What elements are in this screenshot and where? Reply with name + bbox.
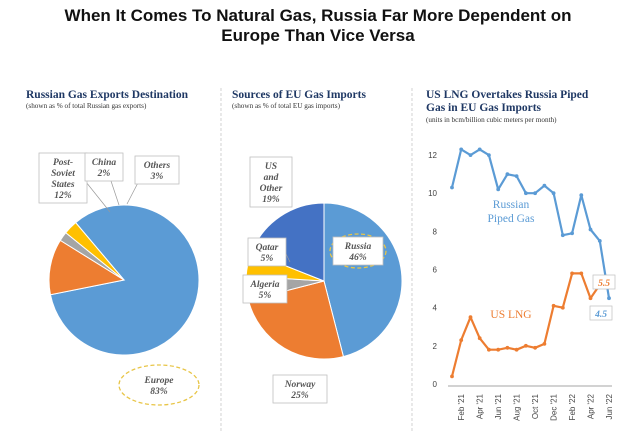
main-title: When It Comes To Natural Gas, Russia Far… <box>0 6 636 46</box>
y-tick-6: 6 <box>433 266 438 275</box>
point-us-lng-13 <box>570 271 574 276</box>
point-us-lng-7 <box>514 347 519 352</box>
line-subtitle: (units in bcm/billion cubic meters per m… <box>426 116 557 124</box>
x-tick-feb-22: Feb '22 <box>568 393 577 420</box>
point-us-lng-4 <box>487 347 491 352</box>
pie2-label-box-norway <box>272 374 328 404</box>
pie1-label-china: China 2% <box>92 158 117 179</box>
pie2-label-box-us-and-other <box>249 156 293 208</box>
pie1-label-box-others <box>134 155 180 185</box>
pie1-leader-post-soviet-states <box>85 181 111 213</box>
main-title-line-1: When It Comes To Natural Gas, Russia Far… <box>64 6 572 25</box>
point-russian-piped-gas-14 <box>579 193 584 198</box>
y-tick-8: 8 <box>433 227 438 236</box>
pie1-label-others: Others 3% <box>144 161 171 182</box>
x-tick-jun-21: Jun '21 <box>494 393 503 419</box>
pie2-title: Sources of EU Gas Imports <box>232 89 366 101</box>
pie1-label-box-china <box>84 152 124 182</box>
pie2-label-box-algeria <box>242 274 288 304</box>
x-tick-feb-21: Feb '21 <box>457 393 466 420</box>
point-russian-piped-gas-16 <box>597 239 602 243</box>
point-russian-piped-gas-4 <box>487 153 491 158</box>
series-label-russian-piped-gas: Russian Piped Gas <box>488 199 535 225</box>
point-us-lng-9 <box>533 345 537 350</box>
pie2-label-box-qatar <box>247 237 287 267</box>
y-tick-10: 10 <box>428 189 437 198</box>
pie2-label-box-russia <box>332 236 384 266</box>
pie2-label-russia: Russia 46% <box>344 242 372 263</box>
point-russian-piped-gas-17 <box>607 296 611 301</box>
pie2-label-qatar: Qatar 5% <box>256 243 279 264</box>
pie2-callout-ring-russia <box>329 233 387 269</box>
x-tick-apr-22: Apr '22 <box>587 393 596 419</box>
y-tick-12: 12 <box>428 151 437 160</box>
point-russian-piped-gas-13 <box>570 231 574 236</box>
x-tick-dec-21: Dec '21 <box>550 393 559 420</box>
point-us-lng-12 <box>560 305 565 310</box>
point-russian-piped-gas-3 <box>477 147 482 152</box>
point-us-lng-3 <box>477 336 482 341</box>
pie2-leader-algeria <box>286 286 293 291</box>
point-russian-piped-gas-2 <box>468 153 473 158</box>
pie2-chart: Russia 46% Norway 25% Algeria 5% Qatar 5% US and O… <box>242 156 403 404</box>
point-us-lng-6 <box>505 345 510 350</box>
point-us-lng-0 <box>450 374 454 379</box>
point-us-lng-1 <box>459 338 464 342</box>
pie1-label-europe: Europe 83% <box>143 376 174 397</box>
main-title-line-2: Europe Than Vice Versa <box>221 26 415 45</box>
x-tick-apr-21: Apr '21 <box>476 393 485 419</box>
point-us-lng-2 <box>468 315 473 320</box>
point-russian-piped-gas-10 <box>542 183 547 188</box>
series-label-us-lng: US LNG <box>490 309 531 321</box>
pie2-leader-qatar <box>285 253 291 263</box>
end-label-russian-piped-gas: 4.5 <box>594 310 607 320</box>
point-russian-piped-gas-0 <box>450 185 454 190</box>
pie1-label-post-soviet-states: Post-Soviet States 12% <box>51 158 75 201</box>
pie1-label-box-post-soviet-states <box>38 152 88 204</box>
pie1-subtitle: (shown as % of total Russian gas exports… <box>26 102 147 110</box>
point-us-lng-8 <box>524 343 528 348</box>
point-us-lng-5 <box>496 347 501 352</box>
pie1-slice-others <box>65 221 125 281</box>
point-us-lng-14 <box>579 271 584 276</box>
point-russian-piped-gas-6 <box>505 172 510 177</box>
series-line-us-lng <box>450 272 610 377</box>
point-us-lng-15 <box>588 296 593 301</box>
point-us-lng-11 <box>551 303 556 308</box>
y-tick-2: 2 <box>433 342 438 351</box>
point-russian-piped-gas-12 <box>560 233 565 238</box>
point-russian-piped-gas-1 <box>459 147 464 152</box>
pie1-title: Russian Gas Exports Destination <box>26 89 189 101</box>
x-tick-oct-21: Oct '21 <box>531 393 540 419</box>
line-title-line-2: Gas in EU Gas Imports <box>426 102 542 114</box>
x-tick-jun-22: Jun '22 <box>605 393 614 419</box>
line-title-line-1: US LNG Overtakes Russia Piped <box>426 89 589 101</box>
point-russian-piped-gas-11 <box>551 191 556 196</box>
end-label-box-russian-piped-gas <box>589 305 613 321</box>
point-us-lng-10 <box>542 342 547 346</box>
pie1-leader-china <box>109 177 120 206</box>
pie2-label-norway: Norway 25% <box>284 380 316 401</box>
pie2-subtitle: (shown as % of total EU gas imports) <box>232 102 341 110</box>
pie1-chart: Europe 83% Post-Soviet States 12% China 2% Othe… <box>38 152 200 406</box>
point-russian-piped-gas-9 <box>533 191 537 196</box>
x-tick-aug-21: Aug '21 <box>513 393 522 420</box>
end-label-box-us-lng <box>592 274 616 290</box>
end-label-us-lng: 5.5 <box>598 279 610 289</box>
y-tick-4: 4 <box>433 304 438 313</box>
point-russian-piped-gas-15 <box>588 227 593 232</box>
y-tick-0: 0 <box>433 380 438 389</box>
pie2-label-algeria: Algeria 5% <box>249 280 279 301</box>
point-russian-piped-gas-8 <box>524 191 528 196</box>
line-chart: 0 2 4 6 8 10 12 Feb '21 Apr '21 Jun '21 Aug '21 Oct… <box>428 147 616 421</box>
point-russian-piped-gas-5 <box>496 187 501 192</box>
point-russian-piped-gas-7 <box>514 174 519 179</box>
pie1-callout-ring-europe <box>118 364 200 406</box>
pie2-label-us-and-other: US and Other 19% <box>260 162 283 205</box>
